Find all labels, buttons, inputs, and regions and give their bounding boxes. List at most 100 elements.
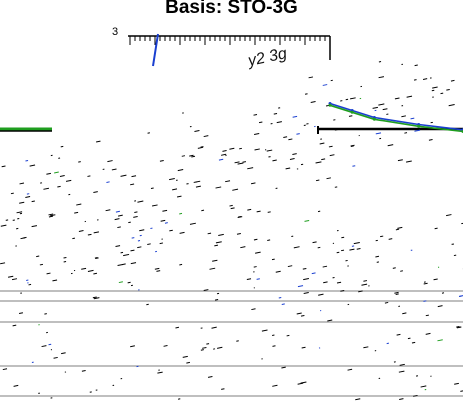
stray-mark	[22, 236, 27, 239]
stray-mark	[130, 345, 135, 348]
stray-mark	[420, 385, 427, 388]
stray-mark	[234, 161, 240, 164]
stray-mark	[214, 244, 219, 247]
stray-mark	[350, 97, 356, 100]
stray-mark	[281, 366, 286, 369]
stray-mark	[176, 195, 182, 198]
stray-mark	[315, 179, 320, 182]
stray-mark	[255, 251, 261, 254]
stray-mark	[321, 158, 326, 161]
stray-mark	[256, 278, 260, 280]
stray-mark	[380, 235, 384, 238]
stray-mark	[160, 219, 166, 222]
stray-mark	[59, 175, 65, 177]
stray-mark	[212, 259, 218, 262]
stray-mark	[203, 135, 209, 138]
stray-mark	[250, 182, 256, 185]
stray-mark	[286, 334, 290, 337]
stray-mark	[406, 95, 413, 98]
stray-mark	[251, 308, 256, 311]
axis-ruler	[128, 33, 331, 67]
stray-mark	[19, 182, 25, 185]
stray-mark	[423, 282, 428, 285]
stray-mark	[218, 158, 224, 161]
stray-mark	[336, 251, 340, 254]
stray-mark	[361, 283, 368, 286]
stray-mark	[273, 113, 278, 115]
stray-mark	[334, 128, 340, 131]
stray-mark	[254, 148, 260, 151]
stray-mark	[81, 267, 87, 270]
stray-mark	[405, 160, 412, 163]
stray-mark	[399, 398, 404, 401]
stray-mark	[78, 161, 81, 163]
stray-mark	[446, 214, 452, 217]
stray-mark	[221, 388, 225, 390]
stray-mark	[437, 339, 443, 342]
stray-mark	[139, 229, 145, 232]
stray-mark	[328, 145, 333, 148]
stray-mark	[272, 159, 277, 162]
stray-mark	[322, 265, 328, 268]
stray-mark	[152, 204, 158, 207]
stray-mark	[46, 172, 51, 175]
stray-mark	[194, 129, 200, 132]
stray-mark	[413, 394, 418, 397]
series-point-2	[417, 124, 421, 128]
stray-mark	[329, 154, 335, 157]
stray-mark	[48, 215, 54, 218]
stray-mark	[186, 361, 190, 364]
stray-mark	[130, 183, 135, 186]
stray-mark	[74, 211, 79, 214]
stray-mark	[106, 181, 110, 183]
stray-mark	[272, 345, 276, 347]
stray-mark	[169, 177, 175, 181]
stray-mark	[31, 200, 35, 203]
stray-mark	[111, 168, 117, 171]
stray-mark	[275, 270, 281, 273]
stray-mark	[287, 265, 293, 268]
stray-mark	[137, 200, 144, 203]
stray-mark	[293, 246, 300, 249]
stray-mark	[193, 181, 197, 183]
stray-mark	[95, 140, 101, 143]
stray-mark	[169, 229, 173, 232]
stray-mark	[428, 138, 433, 141]
stray-mark	[43, 187, 50, 190]
stray-mark	[258, 121, 263, 124]
stray-mark	[206, 343, 210, 345]
stray-mark	[215, 241, 222, 244]
stray-mark	[130, 249, 135, 252]
stray-mark	[378, 76, 385, 79]
stray-mark	[13, 384, 19, 387]
stray-mark	[10, 192, 14, 195]
stray-mark	[302, 267, 307, 270]
stray-mark	[25, 196, 31, 198]
stray-mark	[285, 167, 291, 170]
stray-mark	[272, 384, 278, 387]
stray-mark	[172, 188, 178, 191]
stray-mark	[397, 159, 403, 162]
stray-mark	[423, 300, 427, 302]
stray-mark	[322, 84, 328, 86]
stray-mark	[238, 216, 242, 218]
stray-mark	[207, 232, 212, 235]
stray-mark	[350, 144, 355, 147]
stray-mark	[395, 293, 399, 295]
stray-mark	[247, 167, 254, 170]
stray-mark	[162, 209, 168, 212]
stray-mark	[48, 213, 54, 216]
stray-mark	[19, 201, 25, 204]
stray-mark	[327, 319, 333, 322]
stray-mark	[61, 352, 66, 355]
stray-mark	[319, 293, 324, 296]
stray-mark	[296, 133, 300, 135]
stray-mark	[303, 278, 309, 281]
stray-mark	[225, 180, 231, 183]
stray-mark	[60, 145, 64, 148]
stray-mark	[72, 237, 76, 240]
stray-mark	[0, 262, 6, 265]
stray-mark	[461, 222, 463, 225]
stray-mark	[340, 249, 345, 252]
